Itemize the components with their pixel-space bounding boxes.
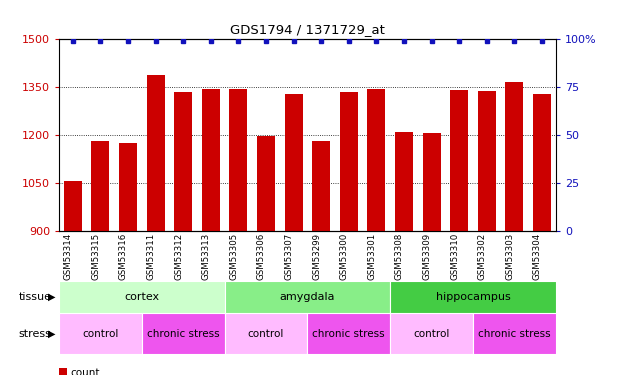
Text: count: count [70,368,100,375]
Bar [229,89,247,231]
Text: GSM53305: GSM53305 [229,233,238,280]
Bar [119,143,137,231]
Text: GSM53301: GSM53301 [368,233,376,280]
Text: GSM53308: GSM53308 [395,233,404,280]
Text: amygdala: amygdala [279,292,335,302]
Bar [307,313,390,354]
Bar [395,132,413,231]
Text: GSM53304: GSM53304 [533,233,542,280]
Bar [478,91,496,231]
Text: ▶: ▶ [48,292,55,302]
Text: control: control [82,329,119,339]
Text: hippocampus: hippocampus [435,292,510,302]
Text: GSM53310: GSM53310 [450,233,459,280]
Text: GSM53311: GSM53311 [147,233,156,280]
Bar [450,90,468,231]
Text: GSM53306: GSM53306 [257,233,266,280]
Text: tissue: tissue [19,292,52,302]
Text: GSM53314: GSM53314 [64,233,73,280]
Bar [473,313,556,354]
Text: chronic stress: chronic stress [147,329,219,339]
Bar [390,313,473,354]
Text: GSM53313: GSM53313 [202,233,211,280]
Bar [533,94,551,231]
Text: GSM53303: GSM53303 [505,233,514,280]
Text: GSM53316: GSM53316 [119,233,128,280]
Bar [368,89,386,231]
Bar [175,92,192,231]
Bar [390,281,556,313]
Bar [225,313,307,354]
Text: GDS1794 / 1371729_at: GDS1794 / 1371729_at [230,22,385,36]
Text: stress: stress [19,329,52,339]
Text: GSM53309: GSM53309 [423,233,432,280]
Text: GSM53315: GSM53315 [91,233,101,280]
Text: ▶: ▶ [48,329,55,339]
Bar [505,82,524,231]
Text: GSM53302: GSM53302 [478,233,487,280]
Text: GSM53312: GSM53312 [175,233,183,280]
Bar [64,181,82,231]
Bar [312,141,330,231]
Bar [284,93,302,231]
Text: GSM53307: GSM53307 [284,233,294,280]
Text: chronic stress: chronic stress [312,329,385,339]
Bar [147,75,165,231]
Bar [423,134,440,231]
Text: control: control [414,329,450,339]
Bar [91,141,109,231]
Text: chronic stress: chronic stress [478,329,551,339]
Bar [202,89,220,231]
Bar [142,313,225,354]
Bar [257,136,275,231]
Text: GSM53299: GSM53299 [312,233,321,280]
Bar [59,281,225,313]
Bar [59,313,142,354]
Bar [340,92,358,231]
Text: cortex: cortex [124,292,160,302]
Text: control: control [248,329,284,339]
Text: GSM53300: GSM53300 [340,233,349,280]
Bar [225,281,390,313]
